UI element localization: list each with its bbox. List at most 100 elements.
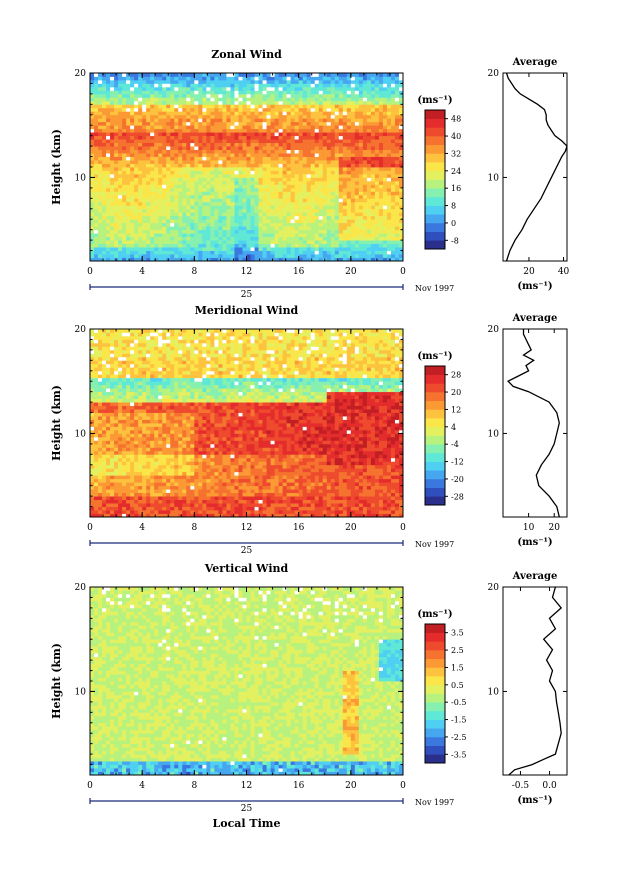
heatmap-cell xyxy=(262,114,267,119)
heatmap-cell xyxy=(130,222,135,227)
heatmap-cell xyxy=(98,212,103,217)
heatmap-cell xyxy=(282,219,288,224)
heatmap-cell xyxy=(310,205,316,210)
heatmap-cell xyxy=(250,243,255,248)
heatmap-cell xyxy=(362,177,368,182)
heatmap-cell xyxy=(282,73,288,77)
heatmap-cell xyxy=(334,97,340,102)
heatmap-cell xyxy=(118,381,123,386)
heatmap-cell xyxy=(206,177,211,182)
heatmap-cell xyxy=(94,205,99,210)
heatmap-cell xyxy=(90,79,95,84)
heatmap-cell xyxy=(150,76,155,81)
heatmap-cell xyxy=(246,250,251,255)
heatmap-cell xyxy=(118,377,123,382)
heatmap-cell xyxy=(318,222,324,227)
heatmap-cell xyxy=(158,93,163,98)
heatmap-cell xyxy=(290,233,296,238)
heatmap-cell xyxy=(170,229,175,234)
heatmap-cell xyxy=(174,160,179,164)
x-tick-label: 20 xyxy=(345,267,357,277)
heatmap-cell xyxy=(270,191,275,196)
heatmap-cell xyxy=(322,86,328,91)
heatmap-cell xyxy=(102,468,107,473)
heatmap-cell xyxy=(122,475,127,480)
heatmap-cell xyxy=(330,93,336,98)
heatmap-cell xyxy=(230,219,235,224)
heatmap-cell xyxy=(206,90,211,95)
heatmap-cell xyxy=(118,370,123,375)
heatmap-cell xyxy=(278,212,284,217)
heatmap-cell xyxy=(118,104,123,109)
heatmap-cell xyxy=(338,184,344,189)
heatmap-cell xyxy=(242,247,247,251)
heatmap-cell xyxy=(338,170,344,175)
heatmap-cell xyxy=(114,250,119,255)
heatmap-cell xyxy=(174,177,179,182)
heatmap-cell xyxy=(174,114,179,119)
heatmap-cell xyxy=(186,73,191,77)
heatmap-cell xyxy=(266,139,271,144)
heatmap-cell xyxy=(234,146,239,150)
heatmap-cell xyxy=(238,146,243,150)
heatmap-cell xyxy=(282,100,288,105)
heatmap-cell xyxy=(226,208,231,213)
heatmap-cell xyxy=(166,243,171,248)
heatmap-cell xyxy=(298,107,304,112)
heatmap-cell xyxy=(234,212,239,217)
y-axis-label: Height (km) xyxy=(50,129,63,205)
heatmap-cell xyxy=(366,236,372,241)
heatmap-cell xyxy=(374,149,380,154)
heatmap-cell xyxy=(122,471,127,476)
heatmap-cell xyxy=(298,236,304,241)
heatmap-cell xyxy=(282,156,288,161)
heatmap-cell xyxy=(382,121,388,126)
heatmap-cell xyxy=(90,180,95,185)
heatmap-cell xyxy=(166,229,171,234)
heatmap-cell xyxy=(158,104,163,109)
heatmap-cell xyxy=(246,142,251,147)
heatmap-cell xyxy=(234,107,239,112)
profile-x-tick-label: 20 xyxy=(523,267,535,277)
heatmap-cell xyxy=(306,97,312,102)
heatmap-cell xyxy=(394,125,400,130)
heatmap-cell xyxy=(290,146,296,150)
heatmap-cell xyxy=(162,226,167,231)
heatmap-cell xyxy=(334,219,340,224)
heatmap-cell xyxy=(334,160,340,164)
heatmap-cell xyxy=(138,149,143,154)
heatmap-cell xyxy=(286,240,292,244)
heatmap-cell xyxy=(138,100,143,105)
heatmap-cell xyxy=(106,97,111,102)
heatmap-cell xyxy=(266,156,271,161)
heatmap-cell xyxy=(382,146,388,150)
heatmap-cell xyxy=(142,201,147,206)
heatmap-cell xyxy=(198,236,203,241)
heatmap-cell xyxy=(186,114,191,119)
heatmap-cell xyxy=(106,356,111,361)
heatmap-cell xyxy=(106,114,111,119)
heatmap-cell xyxy=(342,79,348,84)
heatmap-cell xyxy=(214,167,219,171)
heatmap-cell xyxy=(382,180,388,185)
heatmap-cell xyxy=(178,156,183,161)
heatmap-cell xyxy=(102,250,107,255)
heatmap-cell xyxy=(98,173,103,178)
heatmap-cell xyxy=(330,163,336,168)
heatmap-cell xyxy=(122,121,127,126)
heatmap-cell xyxy=(94,128,99,133)
heatmap-cell xyxy=(130,240,135,244)
heatmap-cell xyxy=(342,104,348,109)
heatmap-cell xyxy=(186,93,191,98)
heatmap-cell xyxy=(394,236,400,241)
heatmap-cell xyxy=(90,475,95,480)
heatmap-cell xyxy=(298,153,304,157)
heatmap-cell xyxy=(298,247,304,251)
heatmap-cell xyxy=(366,125,372,130)
heatmap-cell xyxy=(130,180,135,185)
heatmap-cell xyxy=(254,212,259,217)
heatmap-cell xyxy=(242,163,247,168)
heatmap-cell xyxy=(182,254,187,258)
heatmap-cell xyxy=(334,250,340,255)
colorbar-frame xyxy=(424,109,446,250)
